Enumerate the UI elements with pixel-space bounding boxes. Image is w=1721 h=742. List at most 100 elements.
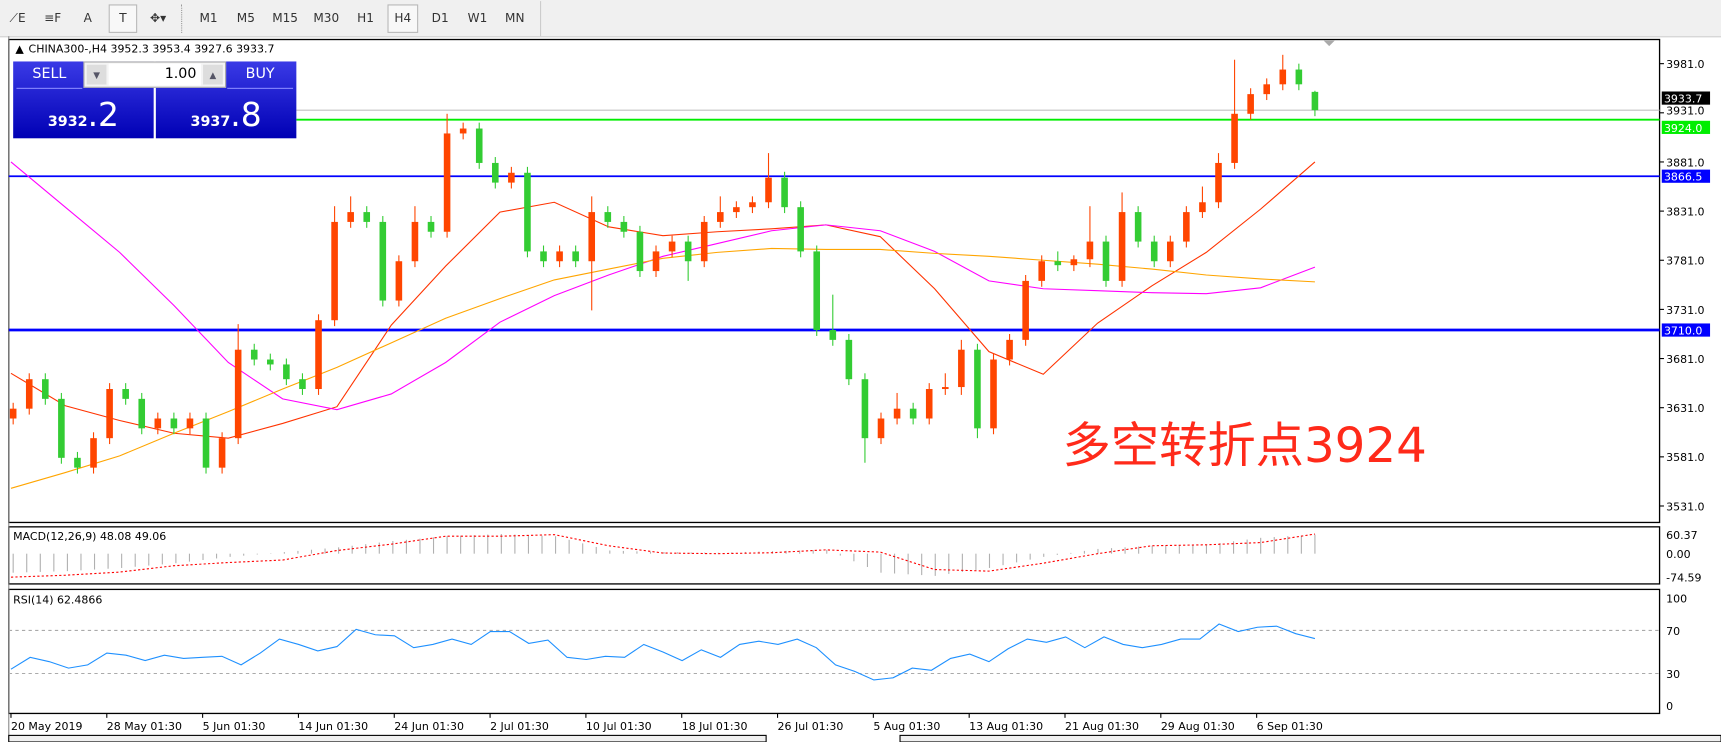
candle-body [1054, 261, 1062, 266]
candle-body [1070, 259, 1078, 266]
price-tick-label: 3581.0 [1666, 451, 1704, 464]
candle-body [958, 349, 965, 388]
candle-body [331, 221, 338, 321]
candle-body [813, 251, 821, 331]
lot-input[interactable]: 1.00 [108, 63, 201, 86]
candle-body [202, 418, 210, 468]
chart-shift-icon[interactable] [1323, 40, 1335, 47]
macd-tick-label: -74.59 [1666, 572, 1701, 585]
candle-body [604, 212, 612, 222]
candle-body [1215, 162, 1222, 203]
candle-body [1150, 241, 1158, 262]
candle-body [700, 221, 708, 262]
candle-body [829, 330, 837, 340]
timeframe-m15[interactable]: M15 [272, 10, 298, 26]
candle-body [459, 128, 467, 134]
buy-price-frac: .8 [230, 96, 262, 136]
horizontal-line-label: 3924.0 [1664, 122, 1702, 135]
time-tick-label: 24 Jun 01:30 [394, 720, 464, 733]
price-tick-label: 3931.0 [1666, 105, 1704, 118]
timeframe-mn[interactable]: MN [505, 10, 525, 26]
time-tick-label: 14 Jun 01:30 [298, 720, 368, 733]
candle-body [1022, 280, 1029, 340]
candle-body [893, 408, 901, 419]
timeframe-m5[interactable]: M5 [236, 10, 255, 26]
timeframe-m1[interactable]: M1 [199, 10, 218, 26]
candle-body [620, 221, 628, 232]
candle-body [283, 364, 290, 380]
price-tick-label: 3831.0 [1666, 205, 1704, 218]
candle-body [781, 177, 788, 208]
price-tick-label: 3681.0 [1666, 353, 1704, 366]
text-icon[interactable]: A [83, 10, 92, 26]
fibonacci-lines-icon[interactable]: ≡F [44, 10, 62, 26]
arrows-icon[interactable]: ✥▾ [149, 10, 167, 26]
price-tick-label: 3631.0 [1666, 402, 1704, 415]
horizontal-line-label: 3866.5 [1664, 171, 1702, 184]
annotation-text: 多空转折点3924 [1062, 418, 1427, 475]
current-price-label: 3933.7 [1664, 92, 1702, 105]
candle-body [250, 349, 258, 360]
candle-body [9, 408, 17, 419]
lot-increase-icon[interactable]: ▲ [203, 64, 223, 85]
timeframe-d1[interactable]: D1 [431, 10, 449, 26]
time-tick-label: 13 Aug 01:30 [969, 720, 1043, 733]
candle-body [347, 212, 354, 222]
candle-body [267, 359, 274, 365]
candle-body [395, 261, 403, 301]
candle-body [443, 133, 451, 232]
candle-body [749, 202, 756, 208]
sell-price-main: 3932 [47, 114, 88, 131]
timeframe-h4[interactable]: H4 [387, 3, 419, 33]
lot-stepper[interactable]: ▼ 1.00 ▲ [83, 61, 227, 88]
rsi-panel[interactable] [8, 588, 1661, 715]
candle-body [668, 241, 676, 252]
bottom-tab-strip-2[interactable] [899, 734, 1721, 742]
candle-body [524, 172, 531, 252]
candle-body [1038, 261, 1046, 281]
buy-label: BUY [227, 61, 294, 89]
candle-body [1311, 91, 1319, 111]
timeframe-w1[interactable]: W1 [467, 10, 488, 26]
sell-price-frac: .2 [87, 96, 119, 136]
sell-button[interactable]: SELL 3932.2 [13, 61, 154, 139]
rsi-tick-label: 100 [1666, 593, 1687, 606]
candle-body [122, 389, 129, 399]
candle-body [1006, 339, 1013, 360]
lot-decrease-icon[interactable]: ▼ [86, 64, 107, 85]
time-tick-label: 10 Jul 01:30 [586, 720, 652, 733]
candle-body [315, 320, 322, 390]
timeframe-h1[interactable]: H1 [357, 10, 374, 26]
toolbar-separator [181, 3, 184, 33]
candle-body [588, 212, 596, 262]
toolbar: ⟋E ≡F A T ✥▾ M1 M5 M15 M30 H1 H4 D1 W1 MN [0, 0, 1721, 38]
candle-body [427, 221, 435, 232]
time-tick-label: 5 Aug 01:30 [873, 720, 940, 733]
candle-body [42, 379, 49, 399]
candle-body [363, 212, 371, 222]
candle-body [186, 418, 194, 429]
candle-body [138, 398, 146, 429]
moving-average-line-0 [10, 161, 1316, 439]
symbol-label: CHINA300-,H4 3952.3 3953.4 3927.6 3933.7 [29, 43, 275, 56]
collapse-arrow-icon[interactable]: ▲ [15, 43, 24, 56]
one-click-trading-panel: SELL 3932.2 BUY 3937.8 ▼ 1.00 ▲ [13, 61, 297, 139]
candle-body [90, 438, 97, 468]
price-tick-label: 3531.0 [1666, 500, 1704, 513]
rsi-tick-label: 0 [1666, 700, 1673, 713]
fibonacci-expansion-icon[interactable]: ⟋E [9, 10, 26, 25]
candle-body [556, 251, 563, 262]
timeframe-m30[interactable]: M30 [313, 10, 340, 26]
candle-body [1134, 212, 1142, 242]
rsi-line [10, 623, 1316, 681]
time-tick-label: 29 Aug 01:30 [1161, 720, 1235, 733]
macd-panel[interactable] [8, 526, 1661, 585]
price-tick-label: 3731.0 [1666, 304, 1704, 317]
bottom-tab-strip[interactable] [8, 734, 767, 742]
candle-body [106, 389, 113, 439]
candle-body [1166, 241, 1174, 262]
candle-body [540, 251, 547, 262]
macd-tick-label: 60.37 [1666, 529, 1697, 542]
text-label-icon[interactable]: T [108, 3, 138, 33]
